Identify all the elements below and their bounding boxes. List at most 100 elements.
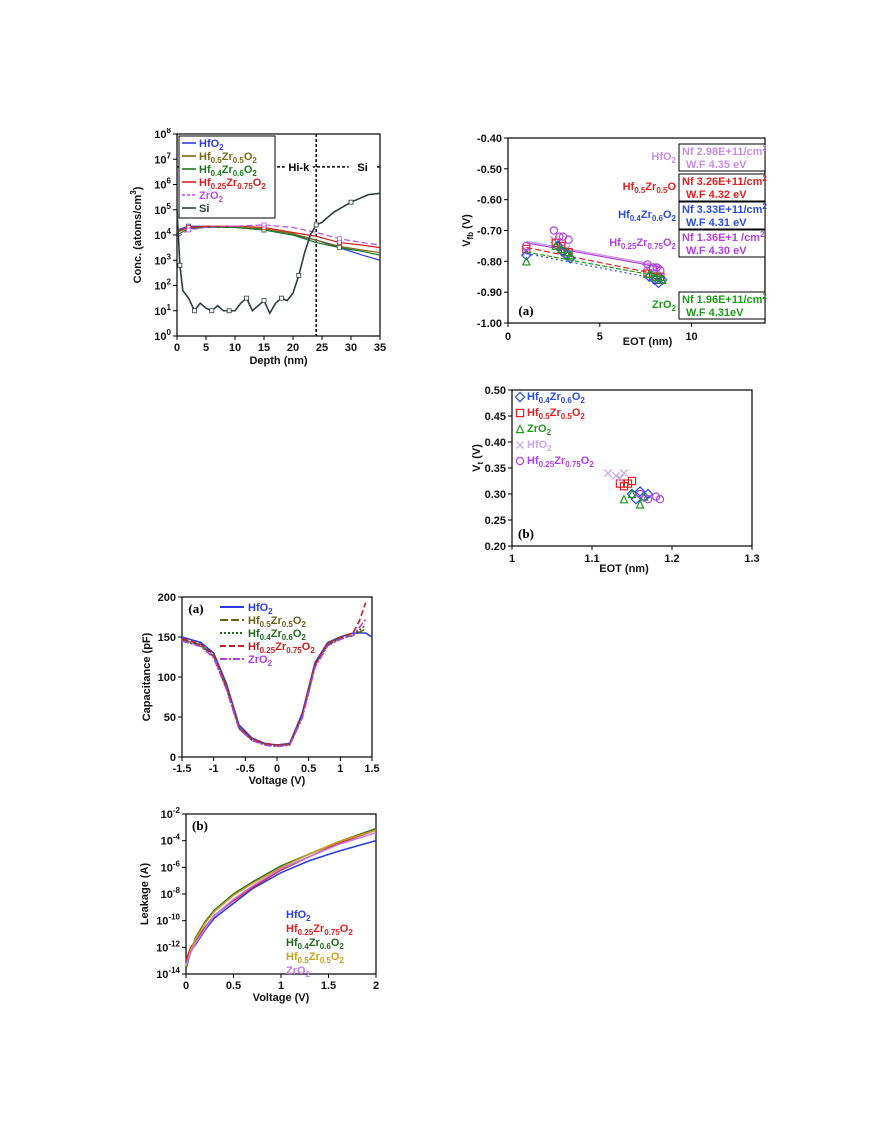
data-point — [615, 474, 625, 483]
series-line-Hf0.25Zr0.75O2 — [185, 829, 377, 961]
data-point — [619, 494, 629, 504]
annotation-wf: W.F 4.35 eV — [686, 159, 747, 171]
data-point — [177, 262, 183, 268]
series-line-Hf0.25Zr0.75O2 — [181, 602, 367, 746]
data-point — [653, 277, 664, 289]
series-line-ZrO2 — [185, 831, 377, 965]
y-tick-label: 10-12 — [156, 939, 180, 954]
data-point — [521, 256, 531, 266]
legend-entry: ZrO2 — [286, 965, 311, 979]
y-tick-label: 10-14 — [156, 966, 180, 981]
data-point — [644, 268, 654, 278]
series-line-ZrO2 — [176, 224, 381, 246]
y-tick-label: 0.25 — [485, 515, 506, 527]
data-point — [635, 499, 645, 509]
y-tick-label: 0.20 — [485, 541, 506, 553]
legend-entry: Hf0.5Zr0.5O2 — [248, 615, 306, 629]
legend-entry: HfO2 — [527, 439, 552, 453]
series-label: ZrO2 — [652, 299, 677, 313]
y-tick-label: 0.50 — [485, 385, 506, 397]
y-tick-label: 104 — [154, 227, 171, 242]
region-label-bg — [284, 159, 313, 173]
x-tick-label: 5 — [203, 342, 209, 354]
vt-vs-eot-chart: 1 1.1 1.2 1.3 0.20 0.25 0.30 0.35 0.40 0.45 0.50 EO… — [471, 385, 760, 575]
x-axis-label: Voltage (V) — [249, 775, 306, 787]
x-tick-label: 20 — [287, 342, 299, 354]
y-tick-label: -1.00 — [477, 318, 502, 330]
annotation-box — [678, 229, 766, 258]
series-line-Hf0.25Zr0.75O2 — [176, 225, 381, 249]
annotation-nf: Nf 1.36E+1 /cm2 — [682, 230, 765, 244]
y-tick-label: 100 — [154, 328, 171, 343]
y-tick-label: 106 — [154, 177, 171, 192]
y-axis-label: Leakage (A) — [139, 862, 151, 925]
legend-entry: ZrO2 — [199, 190, 224, 204]
data-point — [278, 295, 284, 301]
data-point — [522, 241, 531, 251]
x-tick-label: -0.5 — [236, 763, 255, 775]
sims-depth-profile-chart: 0 5 10 15 20 25 30 35 100 101 102 103 104 105 106 107 10… — [129, 128, 386, 367]
x-tick-label: 1.3 — [744, 553, 759, 565]
data-point — [261, 222, 267, 228]
legend-marker — [515, 424, 525, 434]
x-tick-label: 0 — [174, 342, 180, 354]
legend-box — [178, 135, 276, 219]
y-tick-label: 103 — [154, 252, 171, 267]
y-tick-label: 150 — [158, 632, 176, 644]
x-tick-label: 0.5 — [301, 763, 316, 775]
y-tick-label: 105 — [154, 202, 171, 217]
y-axis-label: Conc. (atoms/cm3) — [129, 186, 144, 283]
series-line-Hf0.4Zr0.6O2 — [185, 827, 377, 969]
y-axis-label: Vt (V) — [471, 444, 485, 472]
legend-entry: HfO2 — [248, 602, 273, 616]
legend-marker — [515, 440, 525, 450]
fit-line-HfO2 — [526, 240, 663, 267]
y-tick-label: -0.90 — [477, 287, 502, 299]
y-tick-label: 200 — [158, 592, 176, 604]
panel-label: (b) — [518, 526, 534, 541]
data-point — [555, 232, 564, 241]
y-tick-label: -0.40 — [477, 133, 502, 145]
y-tick-label: 0.30 — [485, 489, 506, 501]
y-tick-label: 10-2 — [161, 806, 181, 821]
annotation-nf: Nf 1.96E+11/cm2 — [682, 292, 767, 306]
y-tick-label: -0.80 — [477, 256, 502, 268]
data-point — [551, 240, 561, 251]
data-point — [648, 263, 658, 272]
y-tick-label: 10-8 — [161, 886, 181, 901]
data-point — [556, 244, 566, 254]
data-point — [296, 272, 302, 278]
x-tick-label: 15 — [258, 342, 270, 354]
x-tick-label: 2 — [373, 980, 379, 992]
panel-label: (b) — [192, 818, 208, 833]
y-tick-label: 108 — [154, 128, 171, 141]
data-point — [336, 236, 342, 242]
x-tick-label: 25 — [316, 342, 328, 354]
data-point — [656, 274, 668, 286]
y-tick-label: -0.70 — [477, 226, 502, 238]
legend-entry: HfO2 — [286, 909, 311, 923]
data-point — [562, 247, 572, 257]
y-tick-label: 50 — [164, 712, 176, 724]
x-tick-label: 35 — [374, 342, 386, 354]
x-tick-label: 1 — [509, 553, 515, 565]
data-point — [186, 227, 191, 233]
x-axis-label: EOT (nm) — [599, 563, 649, 575]
x-tick-label: 1.2 — [664, 553, 679, 565]
legend-entry: Hf0.25Zr0.75O2 — [248, 641, 315, 655]
annotation-wf: W.F 4.31eV — [686, 307, 744, 319]
legend-entry: Hf0.4Zr0.6O2 — [199, 164, 257, 178]
x-tick-label: 5 — [597, 331, 603, 343]
x-tick-label: 1.5 — [364, 763, 379, 775]
fit-line-Hf0.25Zr0.75O2 — [526, 242, 663, 269]
series-line-HfO2 — [185, 839, 377, 964]
y-tick-label: -0.50 — [477, 164, 502, 176]
series-label: Hf0.5Zr0.5O — [623, 181, 677, 195]
y-tick-label: 0.40 — [485, 437, 506, 449]
legend-entry: Hf0.5Zr0.5O2 — [527, 407, 585, 421]
y-tick-label: 107 — [154, 151, 171, 166]
data-point — [655, 494, 665, 504]
data-point — [336, 245, 342, 251]
x-axis-label: Voltage (V) — [253, 992, 310, 1004]
annotation-wf: W.F 4.31 eV — [686, 217, 747, 229]
